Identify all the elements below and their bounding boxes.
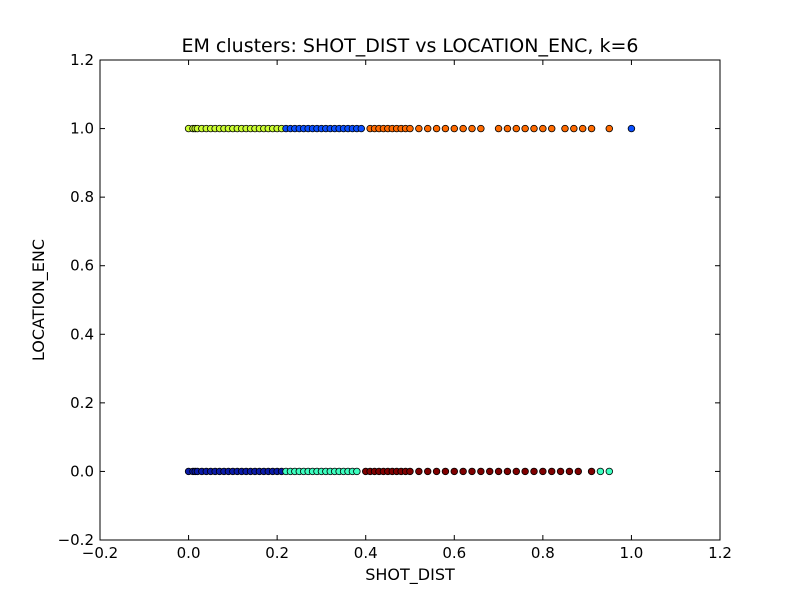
data-point	[565, 467, 574, 476]
y-tick-label: 0.0	[70, 462, 94, 480]
data-point	[539, 124, 547, 133]
data-point	[415, 467, 423, 476]
data-point	[477, 124, 485, 133]
data-point	[494, 124, 503, 133]
y-tick-label: 1.0	[70, 120, 94, 138]
y-axis-label: LOCATION_ENC	[29, 239, 49, 361]
data-point	[486, 467, 494, 476]
data-point	[521, 467, 529, 476]
data-point	[432, 124, 441, 133]
chart-title: EM clusters: SHOT_DIST vs LOCATION_ENC, …	[181, 35, 638, 57]
data-point	[406, 124, 414, 133]
y-tick-label: 1.2	[70, 51, 94, 69]
data-point	[587, 467, 596, 476]
data-point	[441, 467, 450, 476]
data-point	[605, 124, 613, 133]
plot-area	[100, 60, 720, 540]
axis-ticks: −0.2 0.0 0.2 0.4 0.6 0.8 1.0 1.2 −0.2 0.0 0.2 0.4 0.…	[58, 51, 732, 562]
data-point	[556, 467, 565, 476]
data-point	[432, 467, 441, 476]
y-tick-label: −0.2	[58, 531, 94, 549]
data-point	[450, 124, 458, 133]
data-point	[605, 467, 613, 476]
data-point	[587, 124, 596, 133]
y-tick-label: 0.6	[70, 257, 94, 275]
data-point	[570, 124, 578, 133]
data-point	[596, 467, 605, 476]
x-tick-label: 1.0	[619, 544, 643, 562]
y-tick-label: 0.2	[70, 394, 94, 412]
data-point	[548, 467, 556, 476]
data-point	[441, 124, 450, 133]
data-point	[459, 467, 467, 476]
data-point	[512, 124, 520, 133]
data-point	[424, 124, 432, 133]
data-point	[627, 124, 636, 133]
x-tick-label: −0.2	[82, 544, 118, 562]
y-tick-label: 0.8	[70, 188, 94, 206]
data-point	[424, 467, 432, 476]
data-point	[406, 467, 414, 476]
x-tick-label: 0.0	[177, 544, 201, 562]
x-tick-label: 0.2	[265, 544, 289, 562]
data-point	[512, 467, 520, 476]
data-point	[561, 124, 569, 133]
y-tick-label: 0.4	[70, 325, 94, 343]
x-axis-label: SHOT_DIST	[365, 565, 455, 585]
data-point	[503, 124, 512, 133]
x-tick-label: 0.8	[531, 544, 555, 562]
data-point	[521, 124, 529, 133]
data-points	[184, 124, 636, 476]
data-point	[450, 467, 458, 476]
data-point	[579, 124, 587, 133]
data-point	[530, 124, 538, 133]
data-point	[357, 124, 365, 133]
data-point	[503, 467, 512, 476]
data-point	[459, 124, 467, 133]
data-point	[574, 467, 582, 476]
plot-frame	[99, 59, 721, 541]
data-point	[468, 124, 476, 133]
data-point	[477, 467, 485, 476]
x-tick-label: 0.4	[354, 544, 378, 562]
data-point	[468, 467, 476, 476]
data-point	[548, 124, 556, 133]
x-tick-label: 0.6	[442, 544, 466, 562]
data-point	[353, 467, 361, 476]
data-point	[539, 467, 547, 476]
data-point	[494, 467, 503, 476]
data-point	[415, 124, 423, 133]
x-tick-label: 1.2	[708, 544, 732, 562]
data-point	[530, 467, 538, 476]
